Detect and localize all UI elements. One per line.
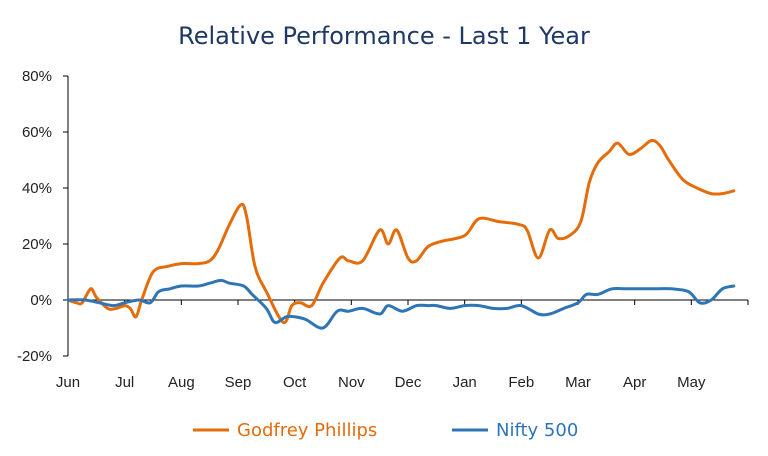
x-tick-label: Oct (283, 374, 307, 391)
x-axis: Jun Jul Aug Sep Oct Nov Dec Jan Feb Mar Apr May (56, 299, 749, 391)
series-line-godfrey-phillips (66, 138, 736, 324)
legend-label-nifty-500: Nifty 500 (496, 420, 578, 441)
x-tick-label: Jan (453, 374, 477, 391)
x-tick-label: Mar (565, 374, 591, 391)
x-tick-label: Apr (623, 374, 646, 391)
y-tick-label: 20% (22, 236, 52, 253)
legend-label-godfrey-phillips: Godfrey Phillips (237, 420, 377, 441)
x-tick-label: Sep (225, 374, 252, 391)
y-tick-label: 60% (22, 124, 52, 141)
x-tick-label: Jun (56, 374, 80, 391)
x-tick-label: Nov (338, 374, 365, 391)
series-lines (66, 138, 736, 330)
x-tick-label: May (677, 374, 706, 391)
y-tick-label: -20% (17, 348, 52, 365)
chart-title: Relative Performance - Last 1 Year (178, 22, 590, 50)
x-tick-label: Feb (508, 374, 534, 391)
x-tick-label: Aug (168, 374, 195, 391)
y-tick-label: 80% (22, 68, 52, 85)
legend: Godfrey Phillips Nifty 500 (193, 420, 578, 441)
x-tick-label: Jul (115, 374, 134, 391)
y-axis: -20% 0% 20% 40% 60% 80% (17, 68, 69, 365)
y-tick-label: 40% (22, 180, 52, 197)
x-tick-label: Dec (395, 374, 422, 391)
series-line-nifty-500 (66, 278, 736, 330)
y-tick-label: 0% (30, 292, 52, 309)
